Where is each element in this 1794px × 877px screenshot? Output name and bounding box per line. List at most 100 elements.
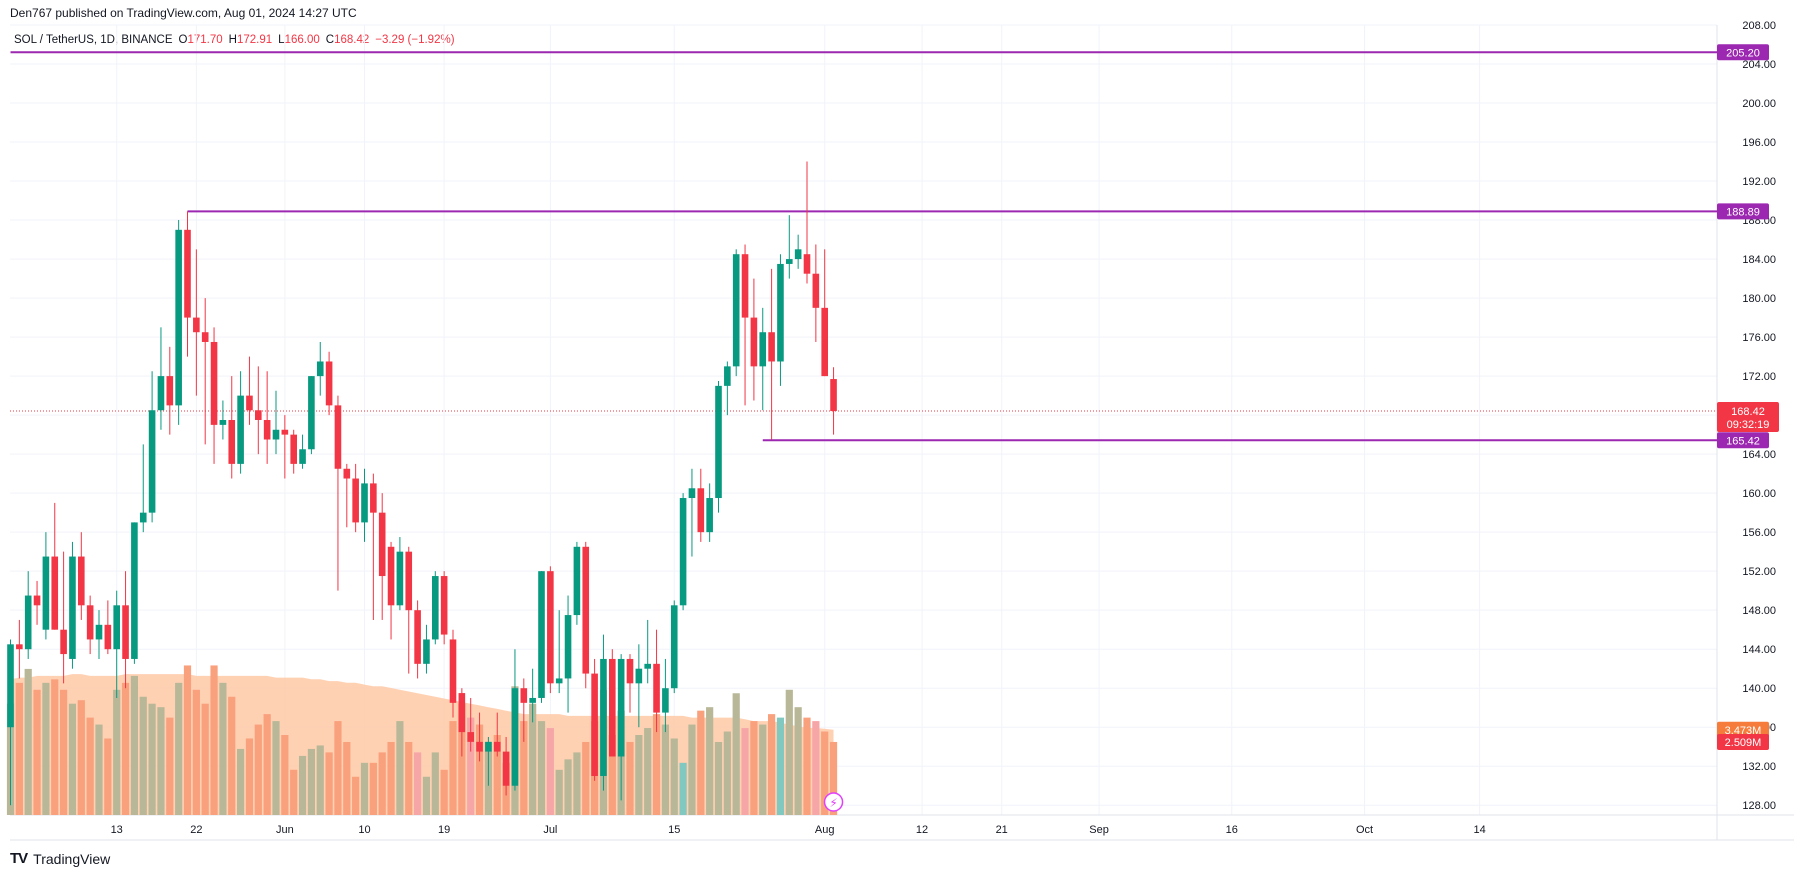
symbol-info[interactable]: SOL / TetherUS, 1D, BINANCE xyxy=(14,34,173,46)
volume-bar xyxy=(414,752,422,815)
volume-bar xyxy=(467,717,475,815)
y-tick-label: 180.00 xyxy=(1742,293,1776,305)
candle-body xyxy=(485,741,492,752)
candle-body xyxy=(113,605,120,650)
volume-bar xyxy=(139,696,147,815)
volume-bar xyxy=(210,665,218,815)
volume-bar xyxy=(183,665,192,815)
candle-body xyxy=(609,658,616,757)
level-label-bg xyxy=(1717,432,1769,449)
candle-body xyxy=(78,556,85,606)
candle-body xyxy=(33,595,41,606)
candle-body xyxy=(139,512,147,523)
candle-body xyxy=(830,379,837,412)
volume-bar xyxy=(812,721,820,815)
volume-bar xyxy=(254,724,262,815)
volume-bar xyxy=(192,689,200,815)
volume-bar xyxy=(821,731,829,815)
volume-bar xyxy=(732,693,740,815)
candle-body xyxy=(370,483,377,513)
lightning-glyph: ⚡ xyxy=(829,796,837,810)
volume-bar xyxy=(360,762,369,815)
y-tick-label: 172.00 xyxy=(1742,371,1776,383)
y-tick-label: 140.00 xyxy=(1742,683,1776,695)
volume-bar xyxy=(219,682,227,815)
candle-body xyxy=(759,332,767,367)
candle-body xyxy=(343,468,351,479)
level-label: 205.20 xyxy=(1726,47,1760,59)
y-tick-label: 160.00 xyxy=(1742,488,1776,500)
volume-bar xyxy=(405,741,413,815)
volume-bar xyxy=(175,682,183,815)
candle-body xyxy=(184,229,191,318)
y-tick-label: 144.00 xyxy=(1742,644,1776,656)
low-value: 166.00 xyxy=(284,34,320,46)
candle-body xyxy=(732,254,740,367)
candle-body xyxy=(122,605,129,659)
volume-bar xyxy=(148,703,156,815)
volume-bar xyxy=(537,721,546,815)
volume-bar xyxy=(121,682,130,815)
volume-bar xyxy=(51,679,59,815)
x-tick-label: Jul xyxy=(543,824,557,836)
volume-bar xyxy=(378,752,386,815)
volume-bar xyxy=(307,748,315,815)
brand-name[interactable]: TradingView xyxy=(33,850,111,867)
candle-body xyxy=(635,668,643,684)
candle-body xyxy=(290,434,297,464)
volume-bar xyxy=(42,682,50,815)
volume-bar xyxy=(785,689,793,815)
volume-bar xyxy=(768,714,776,815)
horizontal-levels[interactable] xyxy=(10,51,1717,442)
candle-body xyxy=(724,366,731,386)
volume-bar xyxy=(352,776,360,815)
candle-body xyxy=(157,376,165,411)
level-label-bg xyxy=(1717,44,1769,61)
volume-bar xyxy=(520,721,528,815)
candle-body xyxy=(786,259,793,264)
candle-body xyxy=(662,688,669,713)
candle-body xyxy=(440,576,448,635)
candle-body xyxy=(51,556,59,630)
volume-ma-label-bg xyxy=(1717,721,1769,738)
volume-bar xyxy=(263,714,271,815)
volume-bar xyxy=(95,724,103,815)
volume-bar xyxy=(343,741,351,815)
candle-body xyxy=(316,361,324,377)
x-tick-label: 21 xyxy=(996,824,1008,836)
x-tick-label: Oct xyxy=(1356,824,1373,836)
volume-bar xyxy=(15,682,23,815)
volume-bar xyxy=(228,696,236,815)
candle-body xyxy=(520,688,528,703)
volume-bar xyxy=(776,717,785,815)
y-tick-label: 192.00 xyxy=(1742,176,1776,188)
candle-body xyxy=(538,571,545,698)
candle-body xyxy=(42,556,50,630)
x-tick-label: 22 xyxy=(190,824,202,836)
volume-bar xyxy=(475,724,484,815)
candle-body xyxy=(617,658,625,757)
candle-body xyxy=(95,624,103,640)
volume-bar xyxy=(697,710,705,815)
tradingview-logo-icon[interactable]: TV xyxy=(10,850,28,867)
volume-bar xyxy=(449,721,457,815)
volume-bar xyxy=(431,752,439,815)
volume-bar xyxy=(794,707,802,815)
volume-bar xyxy=(334,721,342,815)
candle-body xyxy=(166,376,174,406)
y-tick-label: 148.00 xyxy=(1742,605,1776,617)
candle-body xyxy=(670,605,678,689)
candle-body xyxy=(511,688,519,786)
footer-branding: TV TradingView xyxy=(10,850,110,867)
volume-bar xyxy=(688,724,696,815)
candle-body xyxy=(414,610,421,664)
candle-body xyxy=(688,488,696,499)
candle-body xyxy=(104,624,112,650)
volume-bar xyxy=(86,717,94,815)
volume-bar xyxy=(582,741,590,815)
candle-body xyxy=(502,751,510,786)
candle-body xyxy=(794,249,802,260)
y-tick-label: 200.00 xyxy=(1742,98,1776,110)
time-axis[interactable]: 13 22 Jun 10 19 Jul 15 Aug 12 21 Sep 16 Oct 14 xyxy=(111,824,1486,836)
